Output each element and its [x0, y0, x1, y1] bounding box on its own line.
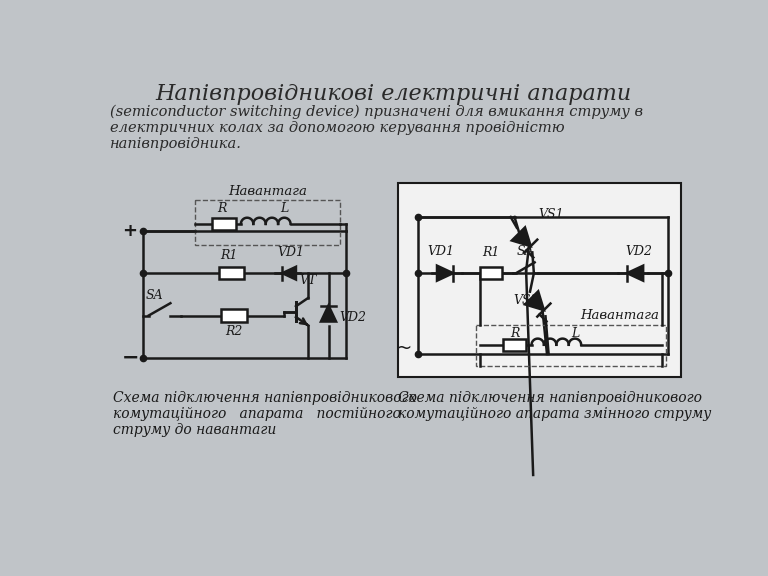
Polygon shape — [525, 291, 544, 310]
Bar — [399, 183, 681, 377]
Polygon shape — [627, 266, 643, 281]
Bar — [481, 267, 502, 279]
Text: Схема підключення напівпровідникового
комутаційного   апарата   постійного
струм: Схема підключення напівпровідникового ко… — [113, 391, 417, 437]
Bar — [503, 339, 526, 351]
Text: VD2: VD2 — [626, 245, 653, 258]
Text: Напівпровідникові електричні апарати: Напівпровідникові електричні апарати — [155, 83, 632, 105]
Text: −: − — [121, 348, 139, 368]
Polygon shape — [511, 228, 531, 246]
Text: VD1: VD1 — [427, 245, 455, 258]
Text: L: L — [571, 327, 579, 340]
Text: SA: SA — [146, 289, 164, 302]
Text: R1: R1 — [482, 247, 500, 259]
Polygon shape — [283, 267, 296, 279]
Text: VS1: VS1 — [538, 208, 564, 221]
Bar — [212, 218, 236, 230]
Bar — [220, 309, 247, 321]
Text: VT: VT — [299, 274, 316, 287]
Polygon shape — [321, 305, 336, 321]
Text: VS2: VS2 — [513, 294, 538, 308]
Text: SA: SA — [517, 245, 535, 258]
Bar — [475, 325, 666, 366]
Text: R2: R2 — [225, 325, 243, 338]
Text: R: R — [510, 327, 519, 340]
Text: Навантага: Навантага — [228, 185, 307, 198]
Text: L: L — [280, 202, 289, 215]
Text: VD2: VD2 — [339, 310, 366, 324]
Polygon shape — [437, 266, 453, 281]
Text: R: R — [217, 202, 227, 215]
Bar — [195, 200, 340, 245]
Text: +: + — [123, 222, 137, 240]
Bar — [219, 267, 244, 279]
Text: Схема підключення напівпровідникового
комутаційного апарата змінного струму: Схема підключення напівпровідникового ко… — [399, 391, 711, 421]
Text: VD1: VD1 — [277, 247, 304, 259]
Text: (semiconductor switching device) призначені для вмикання струму в
електричних ко: (semiconductor switching device) признач… — [110, 104, 643, 151]
Text: Навантага: Навантага — [581, 309, 660, 323]
Text: ~: ~ — [396, 338, 412, 357]
Text: R1: R1 — [220, 249, 237, 263]
